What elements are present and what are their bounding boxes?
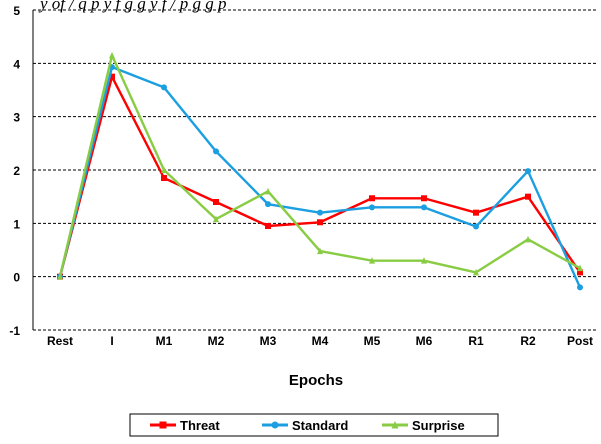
y-tick-label: 1 (13, 217, 20, 231)
data-point-surprise (109, 51, 115, 59)
top-caption: y of / q p y f g g y f / p g g p (40, 0, 227, 13)
data-point-surprise (421, 257, 427, 264)
y-tick-label: 0 (13, 271, 20, 285)
y-tick-label: -1 (9, 324, 20, 338)
x-tick-label: M5 (364, 334, 381, 348)
data-point-standard (161, 84, 167, 91)
data-point-surprise (473, 268, 479, 276)
x-tick-label: R2 (520, 334, 536, 348)
data-point-standard (525, 168, 531, 175)
data-point-threat (109, 73, 115, 80)
data-point-surprise (317, 247, 323, 255)
data-point-surprise (265, 187, 271, 195)
data-point-standard (265, 201, 271, 208)
data-point-standard (473, 223, 479, 230)
legend-marker-standard (271, 421, 279, 429)
legend-box (129, 413, 499, 437)
data-point-surprise (369, 257, 375, 264)
data-point-threat (421, 195, 427, 202)
x-tick-label: I (110, 334, 113, 348)
legend-label-surprise: Surprise (412, 418, 465, 433)
series-line-standard (58, 65, 582, 288)
data-point-threat (473, 209, 479, 216)
x-tick-label: M6 (416, 334, 433, 348)
x-tick-label: M1 (156, 334, 173, 348)
x-axis-title: Epochs (289, 372, 343, 389)
data-point-surprise (525, 235, 531, 243)
x-tick-label: M4 (312, 334, 329, 348)
legend-label-standard: Standard (292, 418, 348, 433)
y-tick-label: 2 (13, 164, 20, 178)
data-point-standard (577, 284, 583, 291)
data-point-standard (317, 209, 323, 216)
data-point-threat (577, 269, 583, 276)
legend-marker-surprise (391, 421, 399, 429)
data-point-surprise (161, 166, 167, 173)
y-tick-label: 4 (13, 57, 20, 71)
x-tick-label: Post (567, 334, 593, 348)
series-line-surprise (58, 54, 581, 277)
data-point-threat (369, 195, 375, 202)
legend-marker-threat (159, 421, 167, 429)
data-point-threat (525, 193, 531, 200)
y-tick-label: 5 (13, 4, 20, 18)
data-point-surprise (577, 264, 583, 272)
data-point-threat (265, 223, 271, 229)
x-tick-label: M3 (260, 334, 277, 348)
data-point-surprise (213, 215, 219, 223)
data-point-threat (213, 199, 219, 205)
x-tick-label: Rest (47, 334, 73, 348)
series-line-threat (58, 75, 581, 277)
data-point-standard (369, 204, 375, 211)
data-point-threat (317, 219, 323, 226)
y-tick-label: 3 (13, 111, 20, 125)
data-point-standard (213, 148, 219, 155)
data-point-threat (161, 175, 167, 181)
x-tick-label: R1 (468, 334, 484, 348)
data-point-surprise (57, 273, 63, 280)
legend-label-threat: Threat (180, 418, 220, 433)
x-tick-label: M2 (208, 334, 225, 348)
data-point-standard (421, 204, 427, 211)
